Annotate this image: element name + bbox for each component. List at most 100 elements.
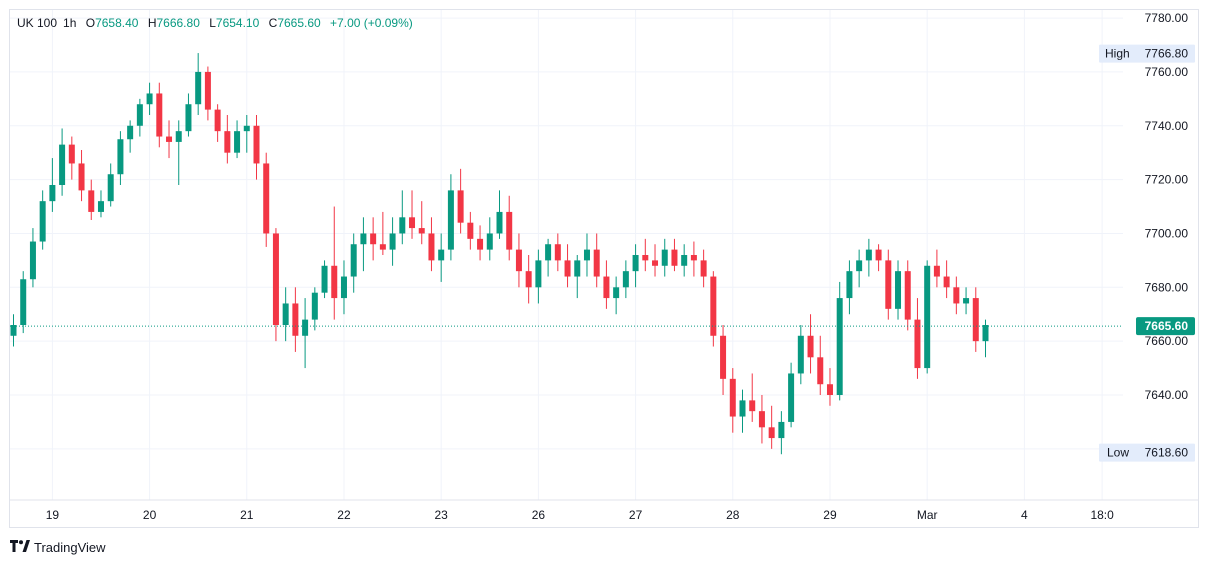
candle-up: [797, 335, 804, 374]
open-label: O: [85, 16, 96, 30]
candle-up: [389, 233, 396, 250]
high-label: H: [147, 16, 157, 30]
candle-down: [953, 287, 960, 304]
candle-layer: [10, 53, 989, 455]
candle-down: [204, 71, 211, 110]
candle-up: [535, 260, 542, 288]
candle-down: [331, 265, 338, 299]
low-marker-value: 7618.60: [1145, 446, 1189, 460]
high-value: 7666.80: [156, 16, 200, 30]
candle-down: [457, 190, 464, 223]
candle-down: [749, 400, 756, 412]
candle-down: [166, 136, 173, 142]
candle-down: [943, 276, 950, 288]
candle-up: [234, 131, 241, 153]
candle-up: [107, 174, 114, 202]
candle-up: [856, 260, 863, 272]
close-label: C: [268, 16, 278, 30]
candle-up: [29, 241, 36, 280]
time-tick-label: Mar: [917, 508, 938, 522]
candle-up: [739, 400, 746, 417]
candle-down: [875, 249, 882, 261]
candle-down: [88, 190, 95, 212]
candle-up: [661, 249, 668, 266]
candle-down: [690, 255, 697, 261]
candle-up: [136, 104, 143, 126]
candle-down: [768, 427, 775, 439]
candle-up: [10, 325, 17, 336]
candle-down: [671, 249, 678, 266]
candle-up: [622, 271, 629, 288]
candle-down: [720, 335, 727, 379]
candle-down: [729, 378, 736, 417]
price-tick-label: 7720.00: [1145, 173, 1189, 187]
candle-up: [963, 298, 970, 304]
candle-down: [292, 303, 299, 336]
price-axis[interactable]: 7780.00 7760.00 7740.00 7720.00 7700.00 7680.…: [1145, 11, 1189, 456]
candle-up: [350, 244, 357, 277]
price-tick-label: 7680.00: [1145, 280, 1189, 294]
symbol-name[interactable]: UK 100: [17, 16, 58, 30]
candle-up: [982, 325, 989, 342]
candle-down: [652, 260, 659, 266]
candle-up: [20, 279, 27, 325]
candle-up: [321, 265, 328, 293]
high-marker-value: 7766.80: [1145, 47, 1189, 61]
candle-up: [788, 373, 795, 422]
time-tick-label: 4: [1021, 508, 1028, 522]
tradingview-logo-icon: [10, 539, 30, 555]
candle-down: [972, 298, 979, 342]
candle-down: [554, 244, 561, 261]
candlestick-chart[interactable]: 7780.00 7760.00 7740.00 7720.00 7700.00 7680.…: [10, 10, 1198, 527]
candle-down: [253, 125, 260, 164]
candle-up: [185, 104, 192, 132]
time-tick-label: 27: [629, 508, 643, 522]
candle-down: [758, 411, 765, 428]
candle-up: [836, 298, 843, 395]
time-axis[interactable]: 19 20 21 22 23 26 27 28 29 Mar 4 18:0: [10, 499, 1198, 522]
candle-down: [224, 131, 231, 153]
low-value: 7654.10: [215, 16, 260, 30]
high-marker-label: High: [1105, 47, 1130, 61]
time-tick-label: 18:0: [1090, 508, 1114, 522]
candle-down: [700, 260, 707, 277]
candle-up: [681, 255, 688, 266]
candle-down: [826, 384, 833, 395]
candle-up: [311, 292, 318, 320]
candle-down: [263, 163, 270, 234]
candle-down: [78, 163, 85, 191]
candle-down: [214, 109, 221, 132]
candle-down: [467, 222, 474, 239]
candle-up: [574, 260, 581, 277]
candle-up: [97, 201, 104, 212]
candle-up: [865, 249, 872, 261]
candle-up: [846, 271, 853, 299]
candle-down: [68, 144, 75, 164]
candle-up: [895, 271, 902, 309]
candle-up: [360, 233, 367, 245]
candle-down: [564, 260, 571, 277]
brand-footer[interactable]: TradingView: [10, 539, 106, 555]
candle-down: [379, 244, 386, 250]
candle-down: [418, 228, 425, 234]
candle-up: [438, 249, 445, 261]
candle-up: [632, 255, 639, 272]
candle-down: [807, 335, 814, 358]
candle-down: [370, 233, 377, 245]
time-tick-label: 26: [532, 508, 546, 522]
candle-up: [778, 421, 785, 439]
candle-down: [642, 255, 649, 261]
time-tick-label: 20: [143, 508, 157, 522]
candle-down: [156, 93, 163, 137]
chart-frame[interactable]: 7780.00 7760.00 7740.00 7720.00 7700.00 7680.…: [9, 9, 1199, 528]
price-tick-label: 7780.00: [1145, 11, 1189, 25]
close-value: 7665.60: [277, 16, 321, 30]
low-marker: Low 7618.60: [1099, 443, 1195, 462]
time-tick-label: 28: [726, 508, 740, 522]
brand-name: TradingView: [34, 539, 106, 555]
candle-up: [302, 319, 309, 336]
low-label: L: [209, 16, 216, 30]
candle-down: [409, 217, 416, 229]
interval[interactable]: 1h: [63, 16, 77, 30]
candle-up: [127, 125, 134, 140]
